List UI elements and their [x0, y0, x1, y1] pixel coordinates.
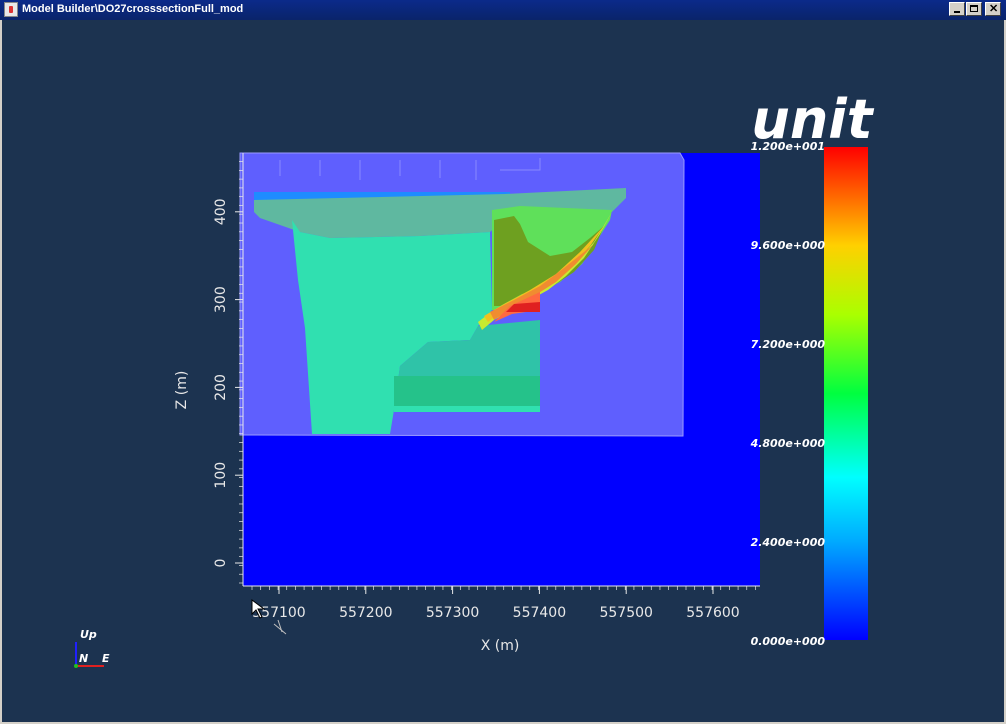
maximize-button[interactable] — [966, 2, 982, 16]
legend-title: unit — [751, 88, 874, 151]
x-tick-label: 557200 — [339, 605, 392, 621]
y-tick-label: 200 — [213, 374, 229, 401]
legend-tick-label: 1.200e+001 — [751, 140, 825, 153]
title-bar: Model Builder\DO27crosssectionFull_mod ✕ — [0, 0, 1006, 20]
orientation-up-label: Up — [80, 628, 97, 641]
maximize-icon — [970, 5, 978, 12]
plot-axes: 557100 557200 557300 557400 557500 557600 0 10… — [174, 153, 760, 654]
minimize-button[interactable] — [949, 2, 965, 16]
x-tick-label: 557600 — [686, 605, 739, 621]
close-icon: ✕ — [989, 3, 999, 15]
y-axis-label: Z (m) — [174, 371, 190, 410]
legend-tick-label: 4.800e+000 — [750, 437, 826, 450]
legend-tick-label: 0.000e+000 — [751, 635, 826, 648]
orientation-north-label: N — [79, 652, 88, 665]
x-tick-label: 557400 — [513, 605, 566, 621]
mouse-cursor-icon — [251, 599, 287, 635]
color-legend: unit 1.200e+001 9.600e+000 7.200e+000 4.800… — [750, 88, 875, 648]
y-tick-label: 100 — [213, 462, 229, 489]
cross-section — [239, 152, 685, 437]
orientation-east-label: E — [102, 652, 110, 665]
x-axis-label: X (m) — [481, 638, 520, 654]
x-tick-group: 557100 557200 557300 557400 557500 557600 — [251, 586, 756, 621]
x-tick-label: 557100 — [252, 605, 305, 621]
minimize-icon — [954, 11, 960, 13]
legend-tick-label: 7.200e+000 — [751, 338, 826, 351]
x-tick-label: 557500 — [599, 605, 652, 621]
legend-tick-label: 9.600e+000 — [751, 239, 826, 252]
y-tick-label: 0 — [213, 559, 229, 568]
x-tick-label: 557300 — [426, 605, 479, 621]
render-viewport[interactable]: 557100 557200 557300 557400 557500 557600 0 10… — [0, 20, 1006, 724]
orientation-axes-icon: Up N E — [74, 628, 110, 668]
y-tick-label: 400 — [213, 198, 229, 225]
close-button[interactable]: ✕ — [985, 2, 1001, 16]
legend-tick-group: 1.200e+001 9.600e+000 7.200e+000 4.800e+000… — [750, 140, 826, 648]
y-tick-group: 0 100 200 300 400 — [213, 161, 243, 584]
legend-tick-label: 2.400e+000 — [751, 536, 826, 549]
window-title: Model Builder\DO27crosssectionFull_mod — [22, 3, 244, 15]
legend-color-bar — [824, 147, 868, 640]
y-tick-label: 300 — [213, 286, 229, 313]
java-app-icon[interactable] — [4, 2, 18, 17]
